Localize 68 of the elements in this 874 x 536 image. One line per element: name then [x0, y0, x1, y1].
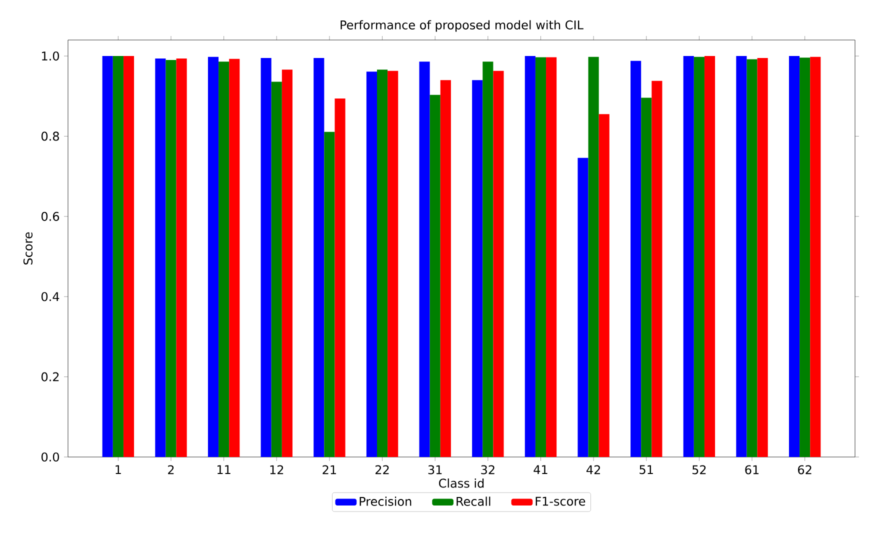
y-tick-label: 0.2 — [42, 372, 59, 382]
bar — [472, 80, 483, 457]
legend-label: F1-score — [536, 496, 586, 506]
bar — [588, 56, 599, 457]
bar — [493, 70, 504, 457]
bar — [683, 56, 694, 457]
bar — [694, 56, 704, 457]
x-tick-label: 41 — [534, 465, 548, 474]
bar — [746, 59, 758, 457]
x-tick-label: 21 — [322, 465, 336, 474]
x-tick-label: 11 — [218, 465, 230, 474]
bar — [546, 57, 557, 457]
bar — [652, 80, 662, 457]
legend-label: Precision — [360, 496, 412, 506]
bar — [102, 56, 113, 457]
bar — [112, 56, 124, 457]
bar — [314, 58, 324, 457]
x-tick-label: 22 — [376, 465, 389, 474]
bar — [810, 56, 821, 457]
bar — [388, 70, 398, 457]
bar — [736, 56, 747, 457]
bar — [630, 60, 642, 457]
bar — [260, 58, 272, 457]
bar — [704, 56, 716, 457]
bar — [800, 58, 810, 457]
bar — [208, 56, 219, 457]
chart-title: Performance of proposed model with CIL — [340, 20, 584, 32]
bar — [524, 56, 536, 457]
bar — [324, 132, 335, 457]
bar — [598, 114, 610, 457]
bar — [440, 80, 451, 457]
bar — [366, 72, 377, 457]
bar — [282, 70, 292, 457]
y-tick-label: 0.4 — [42, 292, 60, 302]
bar — [757, 58, 768, 457]
x-tick-label: 1 — [116, 465, 121, 474]
bar — [155, 58, 166, 457]
bar — [334, 98, 346, 457]
y-tick-label: 1.0 — [42, 51, 60, 61]
x-tick-label: 12 — [270, 465, 284, 474]
bar — [419, 62, 430, 457]
bar — [788, 56, 800, 457]
bar — [176, 58, 187, 457]
bar — [535, 57, 546, 457]
bar — [430, 94, 440, 457]
x-tick-label: 2 — [168, 465, 174, 474]
bar — [218, 62, 230, 457]
bar — [229, 58, 240, 457]
bar — [482, 62, 494, 457]
y-axis-title: Score — [23, 232, 33, 265]
y-tick-label: 0.0 — [42, 452, 60, 462]
y-tick-label: 0.6 — [42, 212, 60, 221]
bar — [271, 82, 282, 457]
x-tick-label: 42 — [586, 465, 600, 474]
x-tick-label: 61 — [745, 465, 759, 474]
bar — [578, 158, 588, 457]
x-tick-label: 51 — [640, 465, 653, 474]
bar — [123, 56, 134, 457]
legend-label: Recall — [456, 496, 490, 506]
x-axis-title: Class id — [439, 478, 484, 488]
y-tick-label: 0.8 — [42, 132, 59, 141]
bar — [641, 98, 652, 457]
x-tick-label: 31 — [428, 465, 442, 474]
bar — [166, 60, 176, 457]
bar — [376, 70, 388, 457]
x-tick-label: 52 — [692, 465, 706, 474]
x-tick-label: 32 — [481, 465, 494, 474]
x-tick-label: 62 — [798, 465, 812, 474]
